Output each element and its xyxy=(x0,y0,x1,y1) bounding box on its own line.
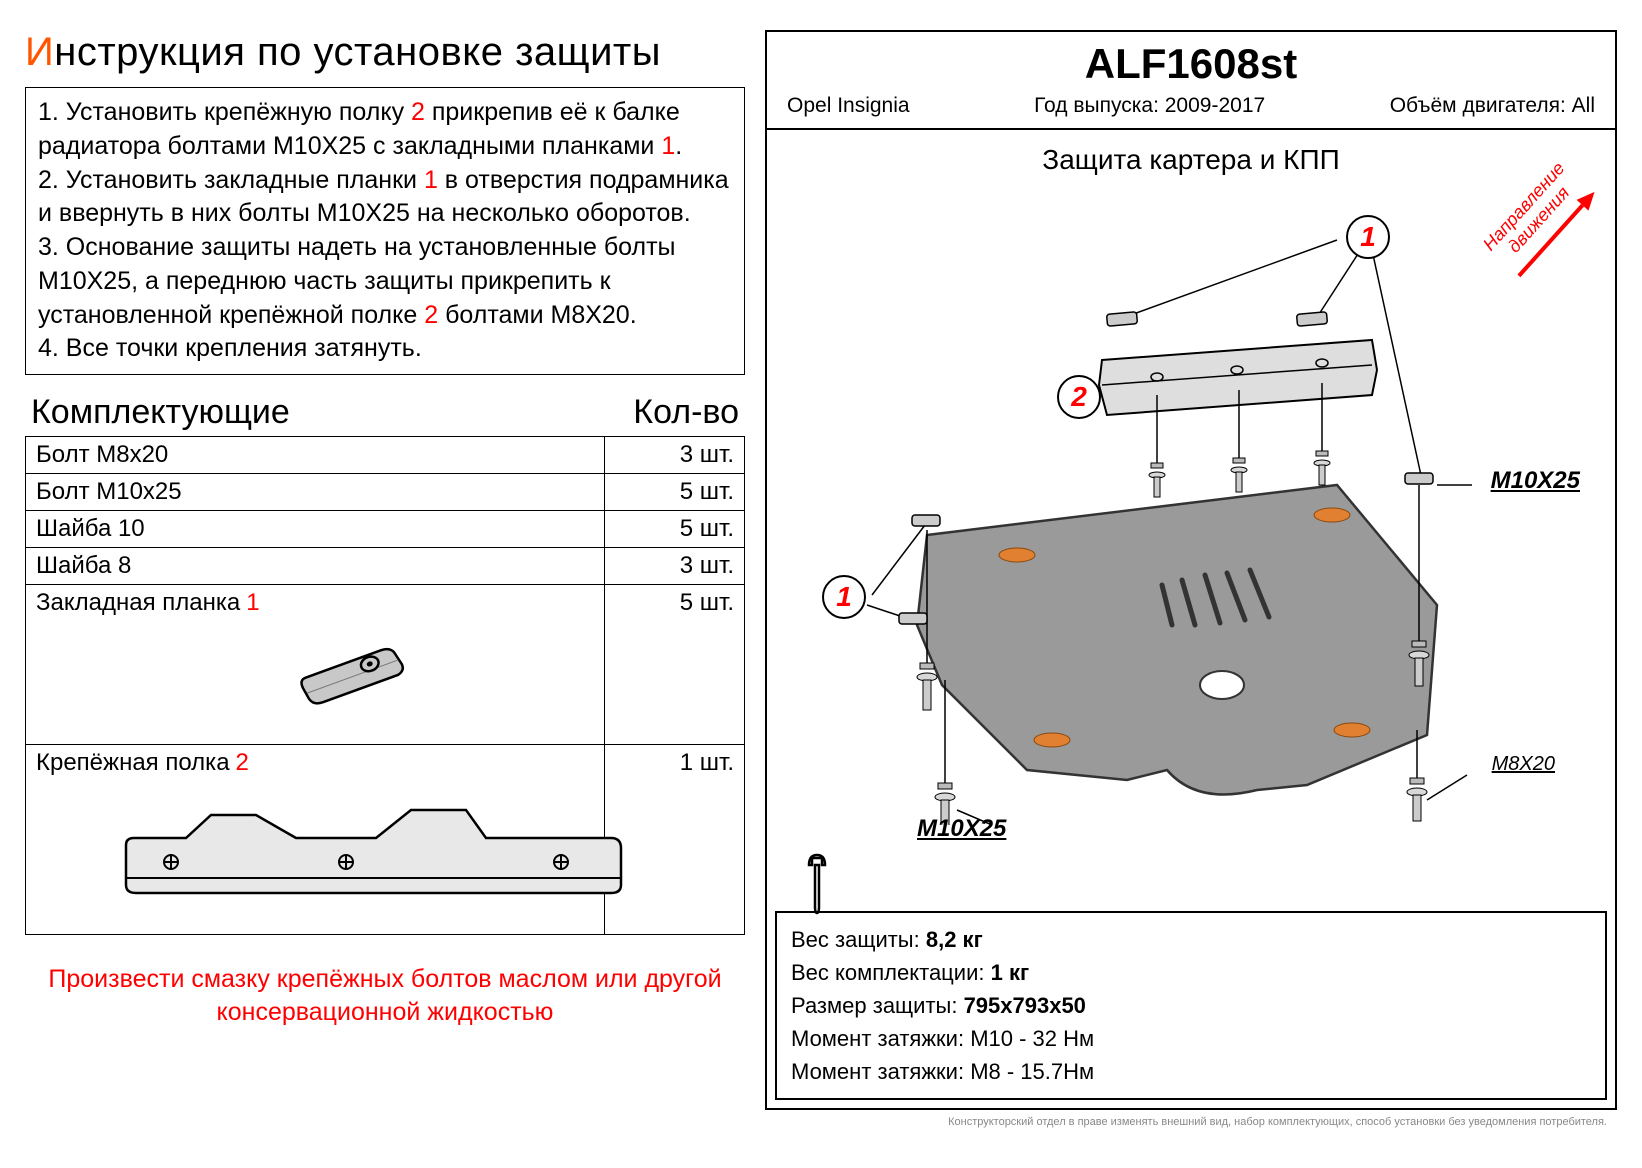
right-column: ALF1608st Opel Insignia Год выпуска: 200… xyxy=(765,30,1617,1110)
callout-2: 2 xyxy=(1057,375,1101,419)
product-model: Opel Insignia xyxy=(787,94,910,118)
product-info-row: Opel Insignia Год выпуска: 2009-2017 Объ… xyxy=(787,94,1595,118)
plank-icon xyxy=(276,625,436,715)
table-row: Шайба 105 шт. xyxy=(26,511,745,548)
table-row: Болт М8х203 шт. xyxy=(26,437,745,474)
callout-1-left: 1 xyxy=(822,575,866,619)
title-first-letter: И xyxy=(25,30,54,74)
warning-text: Произвести смазку крепёжных болтов масло… xyxy=(25,963,745,1028)
table-row: Болт М10х255 шт. xyxy=(26,474,745,511)
product-engine: Объём двигателя: All xyxy=(1390,94,1595,118)
bracket-part xyxy=(1099,340,1377,415)
product-code: ALF1608st xyxy=(787,40,1595,88)
planks-top xyxy=(1107,312,1328,327)
instructions-box: 1. Установить крепёжную полку 2 прикрепи… xyxy=(25,87,745,375)
bolt-label-m10-right: M10X25 xyxy=(1491,467,1580,495)
components-table: Болт М8х203 шт. Болт М10х255 шт. Шайба 1… xyxy=(25,436,745,935)
left-column: Инструкция по установке защиты 1. Устано… xyxy=(25,30,745,1110)
components-header: Комплектующие Кол-во xyxy=(25,393,745,432)
table-row: Шайба 83 шт. xyxy=(26,548,745,585)
wrench-icon xyxy=(797,843,837,923)
bolt-label-m10-left: M10X25 xyxy=(917,815,1006,843)
main-title: Инструкция по установке защиты xyxy=(25,30,745,75)
components-qty-title: Кол-во xyxy=(633,393,739,432)
skid-plate xyxy=(917,485,1437,795)
bracket-icon xyxy=(116,790,636,920)
plank-row: Закладная планка1 5 шт. xyxy=(26,585,745,745)
specs-box: Вес защиты: 8,2 кг Вес комплектации: 1 к… xyxy=(775,911,1607,1100)
diagram-title: Защита картера и КПП xyxy=(782,144,1600,176)
diagram-area: Защита картера и КПП Направление движени… xyxy=(767,130,1615,911)
page-root: Инструкция по установке защиты 1. Устано… xyxy=(25,30,1617,1110)
bracket-row: Крепёжная полка2 1 шт. xyxy=(26,745,745,935)
product-header: ALF1608st Opel Insignia Год выпуска: 200… xyxy=(767,32,1615,130)
bolt-label-m8: M8X20 xyxy=(1492,753,1555,776)
product-year: Год выпуска: 2009-2017 xyxy=(1034,94,1265,118)
skid-plate-diagram xyxy=(777,185,1597,825)
callout-1-top: 1 xyxy=(1346,215,1390,259)
components-title: Комплектующие xyxy=(31,393,290,432)
footnote: Конструкторский отдел в праве изменять в… xyxy=(25,1116,1617,1128)
title-rest: нструкция по установке защиты xyxy=(54,30,661,74)
